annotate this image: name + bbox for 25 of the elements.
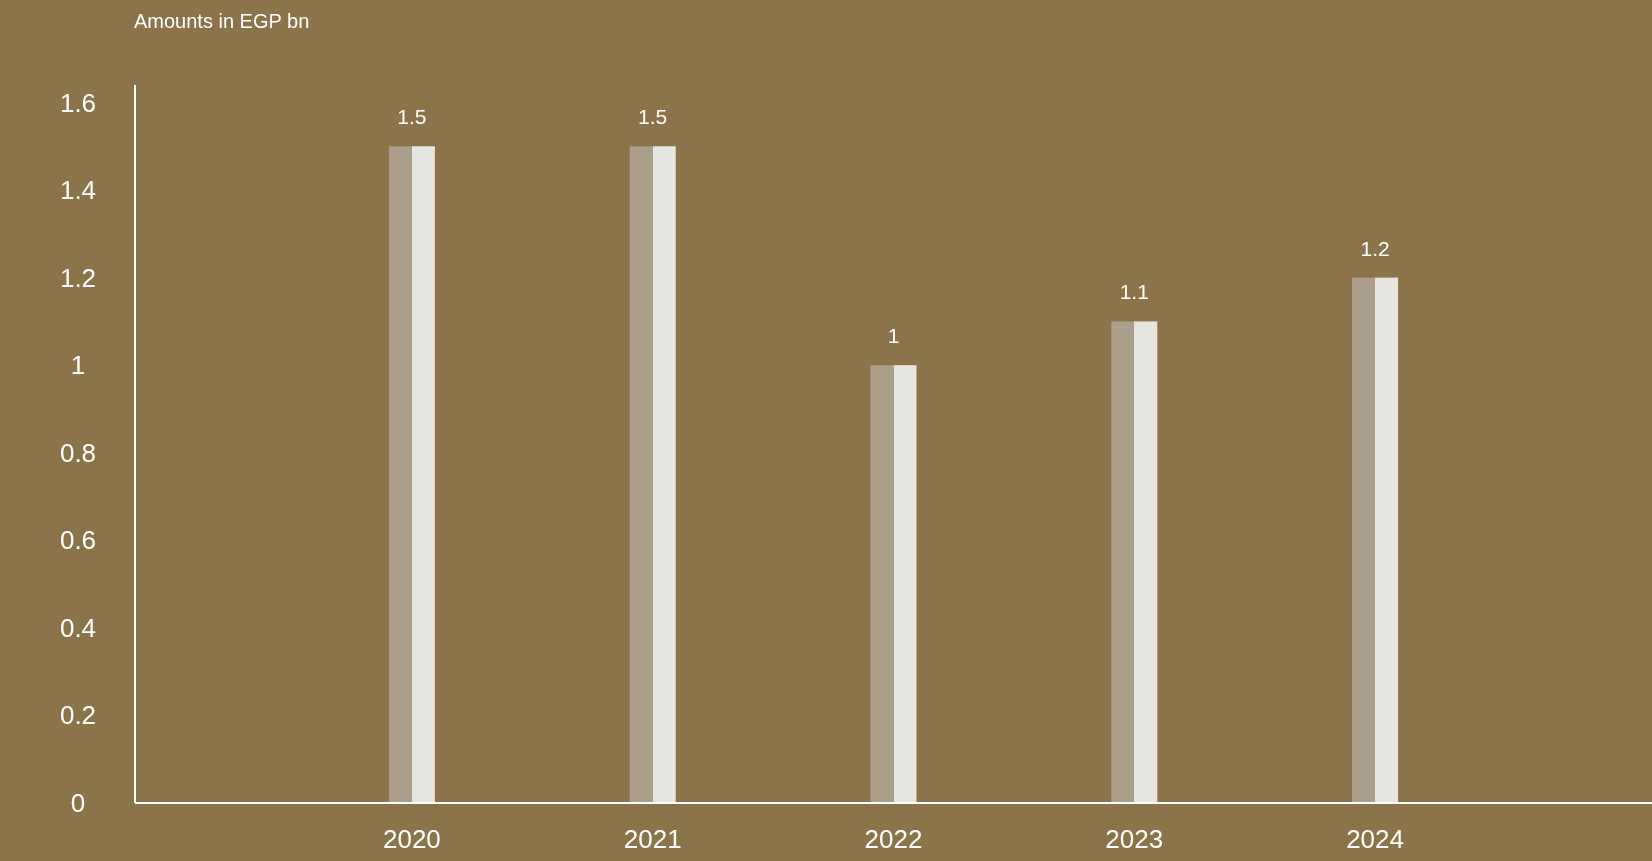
y-tick-label: 0.8: [59, 437, 97, 468]
x-tick-label: 2022: [864, 824, 923, 854]
y-tick-label: 0.6: [59, 525, 97, 556]
y-tick-label: 1.2: [59, 262, 97, 293]
x-tick-label: 2023: [1105, 824, 1164, 854]
bar: [388, 146, 435, 803]
data-label: 1.5: [638, 105, 668, 129]
bar: [870, 365, 917, 803]
x-tick-label: 2020: [382, 824, 441, 854]
data-label: 1.5: [397, 105, 427, 129]
x-tick-label: 2024: [1346, 824, 1405, 854]
y-tick-label: 1: [70, 350, 86, 381]
bar: [1352, 277, 1399, 803]
y-tick-label: 0.4: [59, 612, 97, 643]
data-label: 1.1: [1119, 280, 1149, 304]
y-tick-label: 0: [70, 788, 86, 818]
bar: [1111, 321, 1158, 803]
data-label: 1.2: [1360, 236, 1390, 260]
y-tick-label: 1.4: [59, 175, 97, 206]
y-tick-label: 1.6: [59, 87, 97, 118]
y-tick-label: 0.2: [59, 700, 97, 731]
y-axis-title: Amounts in EGP bn: [134, 10, 310, 32]
x-tick-label: 2021: [623, 824, 682, 854]
data-label: 1: [887, 324, 900, 348]
bar: [629, 146, 676, 803]
